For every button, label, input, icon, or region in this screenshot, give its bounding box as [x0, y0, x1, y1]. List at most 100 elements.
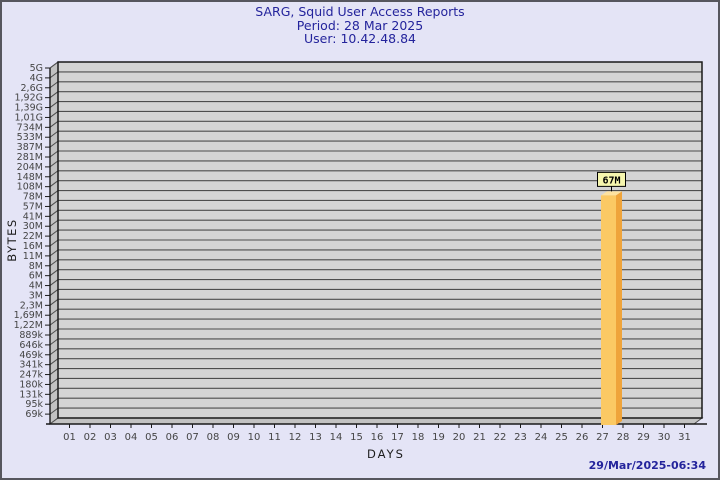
y-tick-diagonal — [49, 209, 59, 217]
y-tick-diagonal — [49, 387, 59, 395]
y-tick-diagonal — [49, 91, 59, 99]
y-tick-diagonal — [49, 170, 59, 178]
y-tick-diagonal — [49, 219, 59, 227]
y-tick-label: 131k — [19, 389, 43, 400]
x-tick-label: 02 — [84, 432, 97, 443]
y-tick-label: 11M — [23, 251, 43, 262]
y-tick-diagonal — [49, 111, 59, 118]
y-tick-label: 1,69M — [14, 310, 43, 321]
x-tick-label: 23 — [514, 432, 527, 443]
y-tick-label: 3M — [29, 290, 43, 301]
x-tick-label: 16 — [371, 432, 384, 443]
y-tick-label: 69k — [25, 409, 43, 420]
y-tick-label: 204M — [17, 162, 43, 173]
y-tick-label: 4M — [29, 281, 43, 292]
x-tick-label: 03 — [104, 432, 117, 443]
y-tick-label: 469k — [19, 350, 43, 361]
x-tick-label: 21 — [473, 432, 486, 443]
y-tick-diagonal — [49, 328, 59, 336]
y-tick-diagonal — [49, 298, 59, 306]
y-tick-diagonal — [49, 71, 59, 79]
y-tick-diagonal — [49, 61, 59, 69]
x-tick-label: 08 — [207, 432, 220, 443]
y-tick-label: 533M — [17, 132, 43, 143]
y-tick-diagonal — [49, 269, 59, 277]
y-tick-label: 387M — [17, 142, 43, 153]
y-tick-diagonal — [49, 239, 59, 247]
x-tick-label: 26 — [576, 432, 589, 443]
generated-timestamp: 29/Mar/2025-06:34 — [588, 459, 706, 472]
y-tick-label: 30M — [23, 221, 43, 232]
y-tick-diagonal — [49, 407, 59, 415]
x-tick-label: 20 — [453, 432, 466, 443]
y-tick-diagonal — [49, 101, 59, 108]
y-tick-diagonal — [49, 180, 59, 188]
report-user: User: 10.42.48.84 — [304, 31, 416, 46]
y-tick-diagonal — [49, 160, 59, 168]
x-tick-label: 06 — [166, 432, 179, 443]
y-tick-label: 95k — [25, 399, 43, 410]
y-tick-diagonal — [49, 150, 59, 158]
y-tick-diagonal — [49, 259, 59, 267]
y-tick-diagonal — [49, 368, 59, 375]
x-tick-label: 19 — [432, 432, 445, 443]
y-tick-diagonal — [49, 279, 59, 286]
y-tick-label: 2,3M — [20, 300, 43, 311]
y-tick-diagonal — [49, 358, 59, 366]
x-tick-label: 30 — [658, 432, 671, 443]
y-tick-diagonal — [49, 378, 59, 385]
x-tick-label: 09 — [227, 432, 240, 443]
y-tick-label: 1,39G — [14, 103, 43, 114]
x-tick-label: 12 — [289, 432, 302, 443]
y-tick-label: 148M — [17, 172, 43, 183]
x-tick-label: 31 — [678, 432, 691, 443]
y-tick-diagonal — [49, 348, 59, 356]
y-tick-label: 734M — [17, 122, 43, 133]
x-tick-label: 07 — [186, 432, 199, 443]
y-tick-label: 57M — [23, 201, 43, 212]
y-tick-label: 247k — [19, 370, 43, 381]
bar-side-face — [616, 191, 622, 425]
x-tick-label: 29 — [637, 432, 650, 443]
y-tick-diagonal — [49, 338, 59, 346]
plot-border — [57, 61, 703, 419]
x-tick-label: 05 — [145, 432, 158, 443]
y-tick-diagonal — [49, 249, 59, 257]
bar-day-28 — [601, 195, 616, 425]
y-tick-label: 2,6G — [21, 83, 43, 94]
x-tick-label: 04 — [125, 432, 138, 443]
bar-value-label-box — [597, 171, 626, 187]
x-tick-label: 14 — [330, 432, 343, 443]
y-tick-label: 281M — [17, 152, 43, 163]
y-tick-label: 16M — [23, 241, 43, 252]
y-tick-diagonal — [49, 308, 59, 316]
y-tick-label: 5G — [30, 63, 43, 74]
y-tick-label: 22M — [23, 231, 43, 242]
x-tick-label: 01 — [63, 432, 76, 443]
y-tick-label: 108M — [17, 182, 43, 193]
x-tick-label: 18 — [412, 432, 425, 443]
y-tick-diagonal — [49, 289, 59, 296]
x-axis-title: DAYS — [367, 447, 405, 461]
x-tick-label: 17 — [391, 432, 404, 443]
x-tick-label: 24 — [535, 432, 548, 443]
report-period: Period: 28 Mar 2025 — [296, 17, 424, 33]
x-tick-label: 15 — [350, 432, 363, 443]
x-tick-label: 13 — [309, 432, 322, 443]
x-tick-label: 28 — [617, 432, 630, 443]
bar-value-label: 67M — [602, 175, 620, 186]
y-tick-label: 78M — [23, 192, 43, 203]
y-tick-diagonal — [49, 130, 59, 138]
y-axis-title: BYTES — [5, 218, 19, 261]
y-tick-diagonal — [49, 120, 59, 128]
y-tick-diagonal — [49, 200, 59, 207]
y-tick-diagonal — [49, 140, 59, 148]
y-tick-label: 341k — [19, 360, 43, 371]
x-tick-label: 22 — [494, 432, 507, 443]
y-tick-label: 4G — [30, 73, 43, 84]
y-tick-label: 8M — [29, 261, 43, 272]
bar-top-face — [601, 191, 622, 196]
y-tick-diagonal — [49, 397, 59, 405]
y-tick-diagonal — [49, 81, 59, 89]
